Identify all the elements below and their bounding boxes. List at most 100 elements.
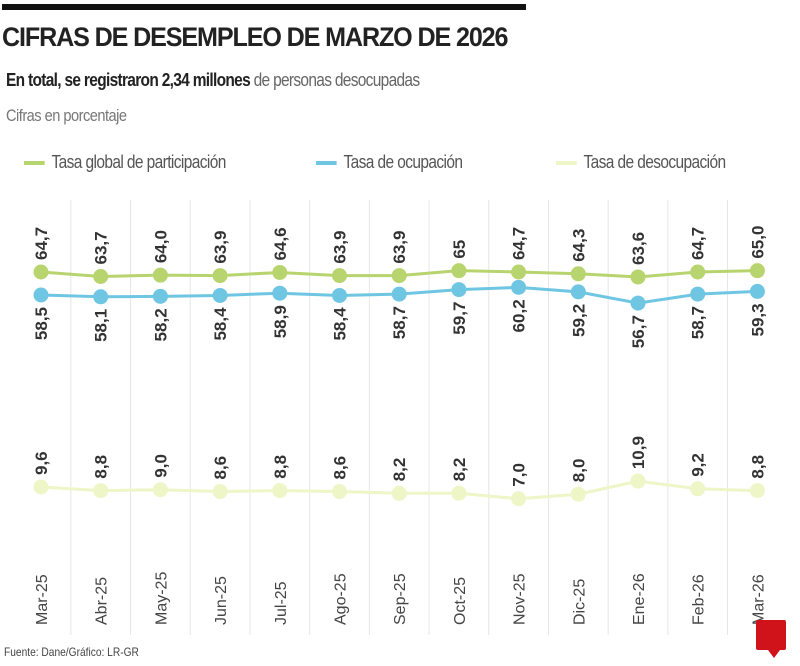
data-point bbox=[630, 473, 646, 489]
data-label: 56,7 bbox=[629, 315, 648, 348]
x-tick-label: Feb-26 bbox=[691, 574, 708, 625]
data-label: 65 bbox=[450, 240, 469, 259]
data-point bbox=[152, 288, 168, 304]
data-point bbox=[212, 287, 228, 303]
top-rule bbox=[2, 4, 526, 10]
data-label: 65,0 bbox=[748, 226, 767, 259]
data-label: 58,9 bbox=[271, 305, 290, 338]
data-point bbox=[332, 287, 347, 303]
data-point bbox=[749, 263, 765, 279]
x-tick-label: Sep-25 bbox=[392, 573, 409, 625]
legend-item-participacion: Tasa global de participación bbox=[24, 152, 226, 173]
data-point bbox=[451, 263, 467, 279]
data-point bbox=[511, 279, 527, 295]
data-point bbox=[749, 483, 765, 499]
data-point bbox=[33, 479, 49, 495]
data-label: 10,9 bbox=[629, 436, 648, 469]
data-label: 8,2 bbox=[450, 458, 469, 482]
data-point bbox=[451, 485, 467, 501]
chart-subtitle: En total, se registraron 2,34 millones d… bbox=[6, 70, 420, 91]
data-label: 8,8 bbox=[92, 455, 111, 479]
data-point bbox=[570, 266, 586, 282]
data-point bbox=[272, 264, 288, 280]
lr-logo bbox=[756, 620, 786, 658]
data-point bbox=[212, 268, 228, 284]
data-point bbox=[332, 484, 347, 499]
data-label: 8,8 bbox=[271, 455, 290, 479]
data-point bbox=[630, 269, 646, 285]
data-label: 59,7 bbox=[450, 302, 469, 335]
data-point bbox=[33, 287, 49, 303]
x-tick-label: Ene-26 bbox=[631, 573, 648, 625]
data-label: 64,7 bbox=[510, 227, 529, 260]
unit-note: Cifras en porcentaje bbox=[6, 106, 127, 125]
legend-label: Tasa de ocupación bbox=[343, 152, 463, 172]
x-tick-label: Jul-25 bbox=[273, 581, 290, 625]
data-label: 64,7 bbox=[689, 227, 708, 260]
x-tick-label: Mar-26 bbox=[750, 574, 767, 625]
data-label: 7,0 bbox=[510, 463, 529, 487]
data-label: 58,7 bbox=[390, 306, 409, 339]
data-label: 8,8 bbox=[748, 455, 767, 479]
data-point bbox=[212, 484, 228, 499]
data-label: 59,2 bbox=[569, 304, 588, 337]
data-point bbox=[332, 268, 347, 284]
data-point bbox=[690, 264, 706, 280]
data-label: 58,2 bbox=[151, 308, 170, 341]
data-label: 58,1 bbox=[92, 309, 111, 342]
legend-swatch bbox=[316, 160, 337, 165]
data-label: 59,3 bbox=[748, 303, 767, 336]
data-point bbox=[272, 285, 288, 301]
data-point bbox=[570, 284, 586, 300]
data-label: 64,3 bbox=[569, 229, 588, 262]
data-label: 64,6 bbox=[271, 227, 290, 260]
data-point bbox=[152, 267, 168, 283]
x-tick-label: Mar-25 bbox=[34, 574, 51, 625]
data-label: 9,2 bbox=[689, 453, 708, 477]
data-point bbox=[93, 269, 109, 284]
legend: Tasa global de participación Tasa de ocu… bbox=[0, 152, 800, 176]
data-label: 64,0 bbox=[151, 230, 170, 263]
legend-label: Tasa de desocupación bbox=[583, 152, 727, 172]
data-label: 8,0 bbox=[569, 459, 588, 483]
data-point bbox=[630, 295, 646, 311]
data-point bbox=[93, 483, 109, 499]
subtitle-bold: En total, se registraron 2,34 millones bbox=[6, 70, 251, 90]
subtitle-rest: de personas desocupadas bbox=[249, 70, 420, 90]
data-label: 8,6 bbox=[331, 456, 350, 480]
data-point bbox=[391, 286, 407, 302]
data-point bbox=[93, 289, 109, 305]
data-point bbox=[451, 282, 467, 298]
data-point bbox=[272, 483, 288, 499]
data-label: 63,7 bbox=[92, 231, 111, 264]
data-point bbox=[391, 485, 407, 501]
legend-swatch bbox=[556, 160, 577, 165]
data-point bbox=[33, 264, 49, 280]
x-tick-label: Abr-25 bbox=[94, 577, 111, 625]
data-label: 60,2 bbox=[510, 299, 529, 332]
data-label: 63,6 bbox=[629, 232, 648, 265]
data-label: 9,0 bbox=[151, 454, 170, 478]
x-tick-label: Dic-25 bbox=[571, 579, 588, 625]
data-label: 63,9 bbox=[331, 231, 350, 264]
data-label: 64,7 bbox=[32, 227, 51, 260]
data-point bbox=[749, 283, 765, 299]
data-label: 63,9 bbox=[211, 231, 230, 264]
data-label: 63,9 bbox=[390, 231, 409, 264]
data-label: 58,7 bbox=[689, 306, 708, 339]
data-label: 58,5 bbox=[32, 307, 51, 340]
x-tick-label: Ago-25 bbox=[333, 573, 350, 625]
legend-item-desocupacion: Tasa de desocupación bbox=[556, 152, 726, 173]
x-tick-label: Nov-25 bbox=[512, 573, 529, 625]
data-label: 9,6 bbox=[32, 451, 51, 475]
x-tick-label: May-25 bbox=[153, 572, 170, 625]
data-label: 8,2 bbox=[390, 458, 409, 482]
data-point bbox=[511, 491, 527, 507]
legend-label: Tasa global de participación bbox=[51, 152, 227, 172]
data-point bbox=[570, 486, 586, 502]
data-point bbox=[690, 481, 706, 497]
data-label: 58,4 bbox=[331, 307, 350, 341]
data-point bbox=[511, 264, 527, 280]
chart-title: CIFRAS DE DESEMPLEO DE MARZO DE 2026 bbox=[2, 22, 508, 52]
